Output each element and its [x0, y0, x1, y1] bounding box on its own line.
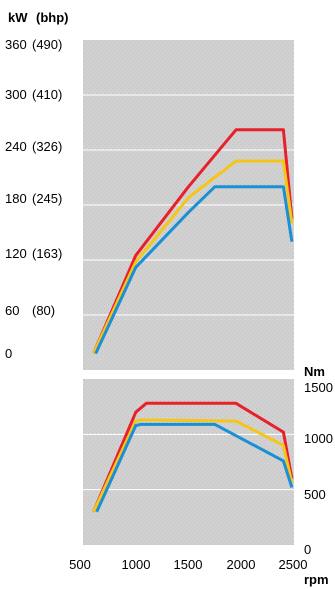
torque-tick-label-1500: 1500: [304, 380, 333, 395]
power-series-blue: [94, 185, 294, 355]
rpm-tick-label-500: 500: [69, 557, 91, 572]
torque-series-blue: [95, 422, 294, 513]
torque-tick-label-500: 500: [304, 487, 326, 502]
power-tick-label-bhp-360: (490): [32, 37, 62, 52]
power-axis-unit-bhp: (bhp): [36, 10, 68, 25]
power-series-yellow: [92, 159, 294, 355]
power-tick-label-bhp-180: (245): [32, 191, 62, 206]
rpm-tick-label-2500: 2500: [279, 557, 308, 572]
power-tick-label-240: 240: [5, 139, 27, 154]
power-tick-label-bhp-240: (326): [32, 139, 62, 154]
torque-axis-unit-nm: Nm: [304, 364, 325, 379]
power-tick-label-360: 360: [5, 37, 27, 52]
power-tick-label-120: 120: [5, 246, 27, 261]
rpm-tick-label-2000: 2000: [227, 557, 256, 572]
power-chart: kW (bhp) 0 60 (80) 120 (163) 180 (245) 240 (326)…: [5, 10, 294, 370]
power-axis-unit-kw: kW: [8, 10, 28, 25]
power-tick-label-300: 300: [5, 87, 27, 102]
torque-chart: Nm 0 500 1000 1500 500 1000 1500 2000 2500 rpm: [69, 364, 333, 587]
torque-tick-label-1000: 1000: [304, 431, 333, 446]
rpm-tick-label-1000: 1000: [122, 557, 151, 572]
power-tick-label-bhp-60: (80): [32, 303, 55, 318]
torque-series-yellow: [92, 418, 294, 513]
rpm-tick-label-1500: 1500: [174, 557, 203, 572]
power-tick-label-bhp-120: (163): [32, 246, 62, 261]
power-series-red: [92, 128, 294, 355]
power-tick-label-180: 180: [5, 191, 27, 206]
power-tick-label-60: 60: [5, 303, 19, 318]
torque-series-red: [92, 401, 294, 513]
torque-tick-label-0: 0: [304, 542, 311, 557]
power-tick-label-bhp-300: (410): [32, 87, 62, 102]
rpm-axis-label: rpm: [304, 572, 329, 587]
power-tick-label-0: 0: [5, 346, 12, 361]
